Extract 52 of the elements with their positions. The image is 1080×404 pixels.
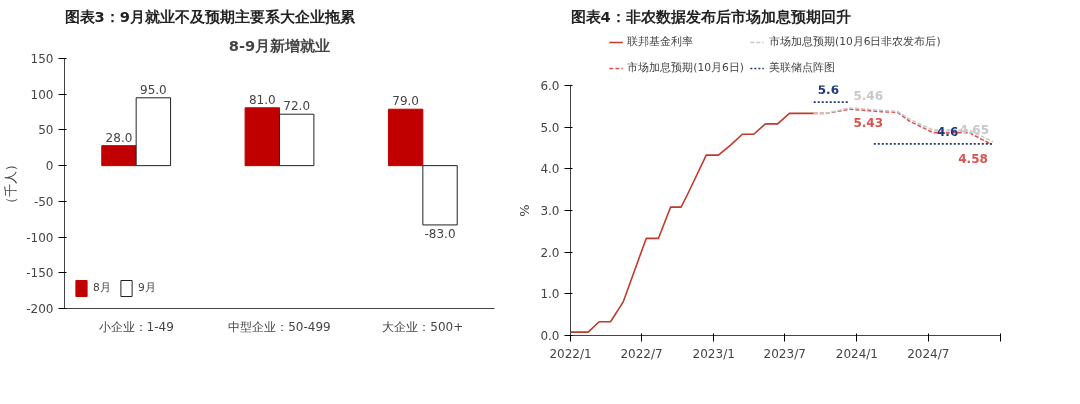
legend-label: 市场加息预期(10月6日) [627,60,744,75]
bar [387,108,424,167]
y-tick-label: -100 [26,230,54,245]
line-series [570,112,815,333]
data-label: 95.0 [140,82,167,97]
y-axis-title: （千人） [3,157,19,210]
x-tick-label: 2023/7 [763,346,806,361]
data-label: 79.0 [392,94,419,109]
y-tick-label: 5.0 [540,120,560,135]
x-tick-label: 2022/1 [549,346,592,361]
y-tick-label: 50 [38,123,54,138]
annotation: 5.6 [817,83,840,98]
y-tick-label: 3.0 [540,204,560,218]
data-label: 72.0 [283,99,311,114]
data-label: 81.0 [248,92,276,107]
x-tick-label: 大企业：500+ [382,319,464,334]
annotation: 4.58 [958,151,988,166]
legend-label: 联邦基金利率 [627,34,694,49]
legend-label: 市场加息预期(10月6日非农发布后) [769,34,941,49]
y-tick-label: 2.0 [540,245,560,260]
bar [422,165,458,226]
y-tick-label: 0 [45,159,54,174]
bar [279,113,315,167]
y-tick-label: 100 [30,87,54,102]
x-tick-label: 2023/1 [692,346,735,361]
x-tick-label: 2022/7 [620,346,663,361]
y-tick-label: 150 [30,52,54,66]
y-tick-label: -200 [26,302,54,316]
bar [135,97,172,167]
chart-title: 图表3：9月就业不及预期主要系大企业拖累 [64,7,356,25]
bar [101,145,137,167]
y-tick-label: 1.0 [540,287,560,302]
data-label: 28.0 [105,130,133,145]
x-tick-label: 2024/7 [907,346,950,361]
legend-label: 8月 [93,281,112,295]
y-tick-label: 6.0 [540,79,560,93]
y-tick-label: 4.0 [540,162,560,177]
data-label: -83.0 [424,226,456,241]
legend-label: 9月 [138,281,157,295]
annotation: 4.6 [937,124,959,139]
x-tick-label: 中型企业：50-499 [228,319,331,334]
y-tick-label: 0.0 [540,329,560,343]
x-tick-label: 2024/1 [835,346,879,361]
bar [244,107,280,167]
x-tick-label: 小企业：1-49 [98,319,174,334]
y-tick-label: -150 [26,266,54,281]
chart-title: 图表4：非农数据发布后市场加息预期回升 [570,7,851,25]
y-tick-label: -50 [33,194,54,209]
y-axis-title: % [517,204,533,217]
chart-subtitle: 8-9月新增就业 [228,36,331,54]
legend-label: 美联储点阵图 [769,60,835,75]
annotation: 5.43 [853,116,884,131]
